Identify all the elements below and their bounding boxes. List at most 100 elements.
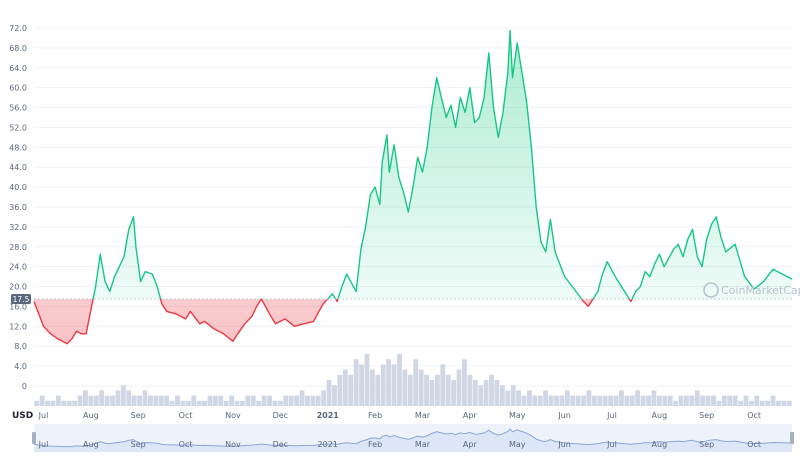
volume-bar: [386, 359, 392, 406]
volume-bar: [505, 390, 511, 406]
volume-bar: [256, 400, 262, 406]
volume-bar: [748, 400, 754, 406]
volume-bar: [727, 395, 733, 406]
navigator-x-tick-label: Nov: [225, 440, 241, 449]
y-tick-label: 8.0: [14, 342, 27, 351]
volume-bar: [591, 395, 597, 406]
volume-bar: [711, 395, 716, 406]
volume-bar: [629, 395, 635, 406]
x-tick-label: Sep: [699, 411, 714, 420]
volume-bar: [288, 395, 294, 406]
x-axis-ticks: Jul Aug Sep Oct Nov Dec 2021 Feb Mar Apr May Jun Jul…: [38, 411, 761, 420]
volume-bar: [667, 395, 673, 406]
volume-bar: [196, 400, 202, 406]
volume-bar: [305, 395, 310, 406]
navigator-x-tick-label: Sep: [699, 440, 714, 449]
volume-bar: [689, 395, 695, 406]
volume-bar: [332, 385, 337, 406]
volume-bar: [694, 390, 700, 406]
volume-bar: [342, 369, 348, 406]
navigator-x-tick-label: Oct: [179, 440, 193, 449]
volume-bar: [510, 385, 516, 406]
volume-bar: [462, 359, 467, 406]
y-tick-label: 24.0: [9, 263, 27, 272]
navigator-handle-left[interactable]: [32, 432, 36, 444]
volume-bar: [34, 400, 40, 406]
volume-bar: [646, 395, 651, 406]
volume-bar: [348, 374, 354, 406]
volume-bar: [148, 395, 153, 406]
volume-bar: [613, 395, 619, 406]
volume-bar: [185, 400, 191, 406]
volume-bar: [532, 395, 538, 406]
navigator-x-ticks: Jul Aug Sep Oct Nov Dec 2021 Feb Mar Apr May Jun Jul…: [38, 440, 761, 449]
volume-bar: [223, 400, 229, 406]
coinmarketcap-logo-icon: [703, 282, 719, 298]
volume-bar: [554, 395, 559, 406]
volume-bar: [543, 390, 549, 406]
x-tick-label: Feb: [368, 411, 382, 420]
volume-bar: [310, 395, 316, 406]
x-tick-label: Sep: [131, 411, 146, 420]
volume-bar: [499, 385, 505, 406]
range-navigator[interactable]: Jul Aug Sep Oct Nov Dec 2021 Feb Mar Apr May Jun Jul…: [32, 424, 794, 452]
volume-bar: [180, 400, 186, 406]
x-tick-label: Jul: [38, 411, 49, 420]
volume-bar: [126, 390, 132, 406]
volume-bar: [776, 400, 781, 406]
volume-bar: [88, 395, 94, 406]
price-line-up: [92, 29, 793, 299]
volume-bar: [337, 374, 343, 406]
y-tick-label: 20.0: [9, 283, 27, 292]
navigator-x-tick-label: Aug: [652, 440, 668, 449]
volume-bar: [131, 395, 137, 406]
navigator-line: [33, 428, 793, 448]
volume-bar: [602, 395, 608, 406]
volume-bar: [494, 380, 500, 406]
volume-bar: [537, 395, 543, 406]
volume-bar: [434, 374, 440, 406]
y-tick-label: 68.0: [9, 44, 27, 53]
volume-bar: [375, 374, 381, 406]
volume-bar: [770, 395, 776, 406]
volume-bar: [153, 395, 159, 406]
volume-bar: [738, 400, 743, 406]
volume-bar: [483, 380, 489, 406]
navigator-handle-right[interactable]: [790, 432, 794, 444]
volume-bar: [99, 390, 105, 406]
y-tick-label: 72.0: [9, 24, 27, 33]
volume-bar: [445, 374, 451, 406]
volume-bar: [142, 390, 148, 406]
volume-bar: [104, 395, 110, 406]
y-tick-label: 44.0: [9, 163, 27, 172]
volume-bar: [656, 395, 662, 406]
volume-bar: [608, 395, 614, 406]
volume-bar: [662, 395, 668, 406]
volume-bar: [272, 400, 278, 406]
volume-bar: [164, 395, 170, 406]
area-below-baseline: [34, 298, 792, 344]
volume-bar: [765, 400, 771, 406]
x-tick-label: Mar: [415, 411, 431, 420]
volume-bar: [548, 395, 554, 406]
volume-bar: [299, 390, 305, 406]
current-price-label: 17.5: [13, 295, 30, 304]
volume-bar: [516, 390, 521, 406]
price-line: [33, 29, 793, 345]
volume-bar: [651, 390, 657, 406]
volume-bar: [564, 390, 570, 406]
volume-bar: [267, 395, 272, 406]
volume-bar: [586, 390, 592, 406]
volume-bar: [678, 395, 684, 406]
volume-bar: [640, 395, 646, 406]
volume-bar: [212, 395, 218, 406]
volume-bar: [55, 395, 61, 406]
volume-bar: [50, 400, 56, 406]
volume-bar: [581, 395, 586, 406]
y-tick-label: 36.0: [9, 203, 27, 212]
volume-bar: [786, 400, 792, 406]
y-tick-label: 28.0: [9, 243, 27, 252]
volume-bar: [391, 364, 397, 406]
